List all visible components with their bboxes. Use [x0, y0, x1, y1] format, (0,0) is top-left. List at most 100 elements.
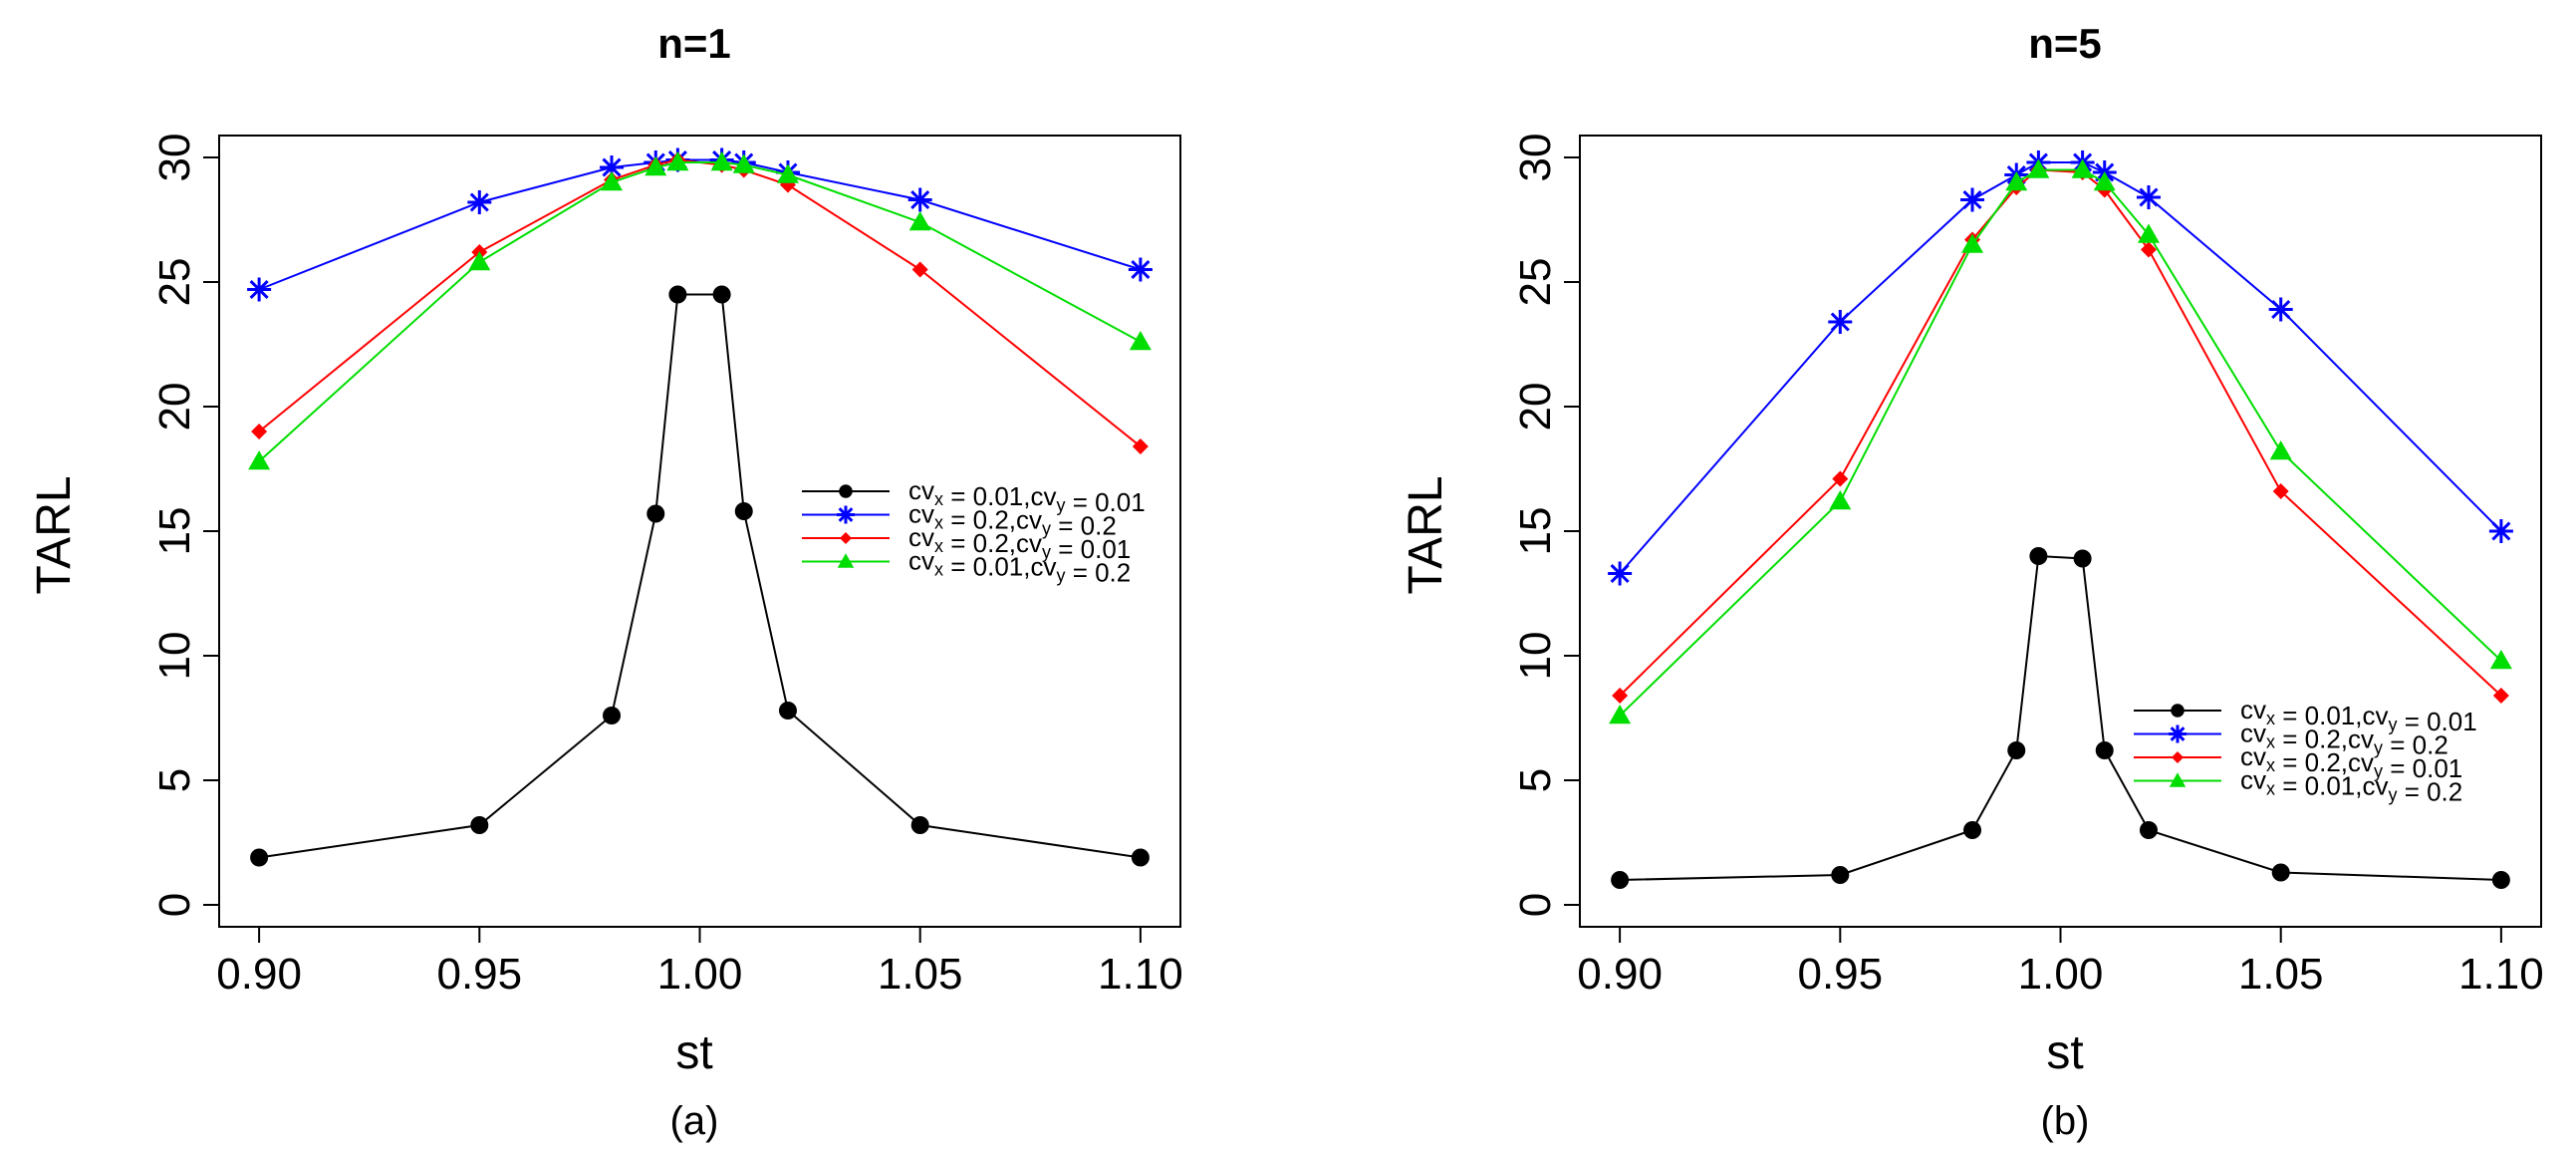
legend-text-part: = 0.2 — [1065, 558, 1131, 588]
legend-marker — [837, 505, 855, 524]
data-point — [1608, 561, 1633, 586]
y-tick-label: 25 — [1511, 258, 1560, 307]
x-tick-label: 1.10 — [2458, 950, 2544, 999]
legend-text-part: cv — [2240, 741, 2266, 771]
data-point — [908, 211, 931, 231]
series-line — [1619, 161, 2502, 575]
x-tick-label: 1.00 — [657, 950, 743, 999]
data-point — [2137, 223, 2160, 243]
legend-text-part: = 0.2,cv — [943, 528, 1042, 558]
y-tick-label: 30 — [1511, 134, 1560, 182]
x-tick-label: 1.05 — [878, 950, 963, 999]
legend-subscript: y — [1056, 566, 1065, 586]
data-point — [1829, 490, 1852, 510]
data-point — [1831, 866, 1850, 884]
x-tick-label: 0.90 — [216, 950, 302, 999]
legend-subscript: x — [2266, 755, 2275, 775]
data-point — [2095, 741, 2114, 759]
legend-subscript: x — [2266, 779, 2275, 799]
legend-text-part: = 0.2 — [1051, 511, 1117, 541]
data-point — [2488, 519, 2513, 543]
legend-text-part: cv — [2240, 719, 2266, 748]
legend-label: cvx = 0.01,cvy = 0.01 — [908, 475, 1146, 517]
legend-item: cvx = 0.2,cvy = 0.2 — [2134, 719, 2448, 760]
legend-subscript: y — [2374, 761, 2383, 781]
data-point — [2073, 549, 2092, 568]
legend-marker — [837, 553, 855, 568]
legend-label: cvx = 0.2,cvy = 0.2 — [908, 499, 1117, 541]
legend-item: cvx = 0.2,cvy = 0.01 — [802, 522, 1131, 564]
legend-label: cvx = 0.01,cvy = 0.2 — [908, 546, 1131, 588]
legend-text-part: cv — [908, 499, 934, 529]
data-point — [1960, 187, 1985, 212]
data-point — [2093, 171, 2116, 191]
series-line — [258, 158, 1142, 291]
legend-text-part: = 0.01,cv — [943, 481, 1056, 511]
caption-b: (b) — [2041, 1099, 2090, 1143]
data-point — [1129, 331, 1152, 351]
y-tick-label: 15 — [150, 507, 199, 556]
y-tick-label: 20 — [150, 383, 199, 432]
data-point — [2071, 158, 2094, 178]
y-tick-label: 10 — [1511, 632, 1560, 681]
legend-marker — [839, 484, 853, 498]
y-tick-label: 0 — [1511, 893, 1560, 917]
series-line — [258, 161, 1142, 462]
legend-marker — [2171, 704, 2185, 718]
legend-subscript: x — [934, 560, 943, 580]
data-point — [710, 151, 733, 171]
data-point — [250, 848, 269, 867]
series-line — [258, 158, 1142, 447]
x-axis-label-b: st — [2046, 1026, 2083, 1079]
data-point — [1612, 688, 1629, 704]
legend-text-part: = 0.01 — [2383, 753, 2462, 783]
plot-area-b: 0 5 10 15 20 25 30 0.90 0.95 1.00 1.05 1.10 — [1511, 134, 2544, 999]
legend-item: cvx = 0.2,cvy = 0.2 — [802, 499, 1117, 541]
plot-frame-b — [1579, 135, 2542, 928]
series-line — [258, 293, 1142, 859]
data-point — [468, 251, 491, 271]
y-tick-label: 10 — [150, 632, 199, 681]
data-point — [1611, 871, 1630, 889]
data-point — [776, 163, 799, 183]
legend-marker — [840, 532, 852, 544]
y-tick-label: 25 — [150, 258, 199, 307]
data-point — [734, 502, 753, 520]
legend-subscript: y — [1056, 495, 1065, 515]
x-tick-label: 1.10 — [1098, 950, 1183, 999]
legend-label: cvx = 0.01,cvy = 0.2 — [2240, 765, 2462, 807]
x-tick-label: 0.90 — [1577, 950, 1663, 999]
data-point — [2136, 185, 2161, 209]
x-axis-label-a: st — [675, 1026, 712, 1079]
data-point — [1961, 233, 1984, 253]
data-point — [1132, 438, 1149, 454]
series-line — [1620, 554, 2501, 881]
legend-item: cvx = 0.01,cvy = 0.2 — [2134, 765, 2462, 807]
data-point — [2007, 741, 2026, 759]
legend-subscript: x — [934, 513, 943, 533]
legend-label: cvx = 0.2,cvy = 0.01 — [908, 522, 1131, 564]
legend-text-part: cv — [908, 522, 934, 552]
legend-subscript: y — [2388, 715, 2397, 734]
caption-a: (a) — [670, 1099, 719, 1143]
data-point — [600, 155, 625, 179]
data-point — [1963, 821, 1982, 839]
y-tick-label: 5 — [150, 768, 199, 792]
chart-panel-b: n=5 st (b) TARL 0 5 10 15 20 25 30 0.90 0.95 1.00… — [1400, 20, 2544, 1143]
x-tick-label: 0.95 — [436, 950, 522, 999]
legend-subscript: y — [2374, 738, 2383, 758]
legend-subscript: x — [934, 536, 943, 556]
legend-text-part: = 0.01,cv — [2275, 771, 2388, 801]
x-tick-label: 0.95 — [1797, 950, 1883, 999]
y-tick-label: 15 — [1511, 507, 1560, 556]
y-tick-label: 20 — [1511, 383, 1560, 432]
legend-subscript: x — [2266, 709, 2275, 728]
data-point — [712, 285, 731, 304]
legend-item: cvx = 0.01,cvy = 0.01 — [802, 475, 1146, 517]
legend-text-part: = 0.01 — [1065, 487, 1145, 517]
legend-label: cvx = 0.2,cvy = 0.01 — [2240, 741, 2462, 783]
data-point — [644, 156, 667, 176]
data-point — [910, 816, 929, 834]
